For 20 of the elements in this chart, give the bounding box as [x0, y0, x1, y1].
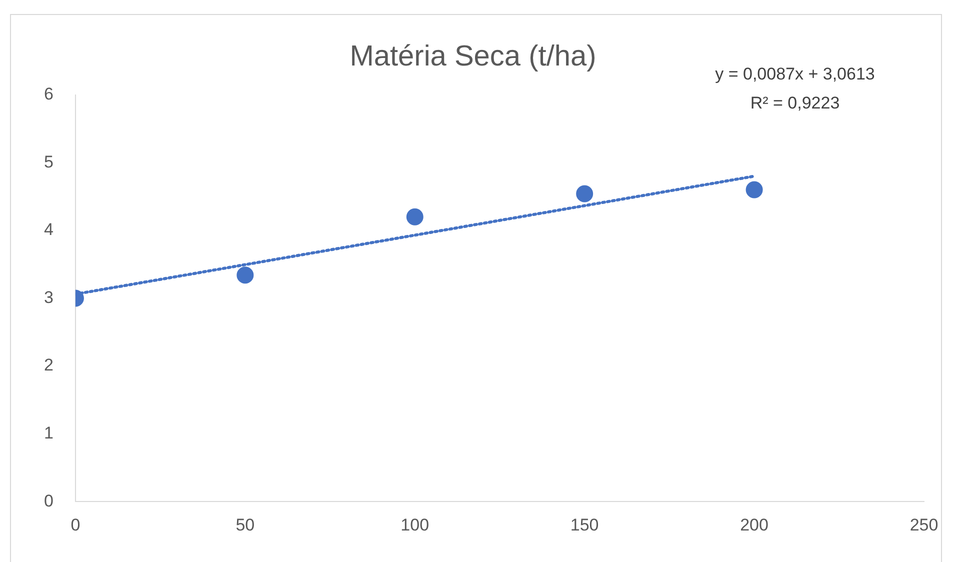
point — [236, 266, 254, 284]
y-tick-label: 1 — [44, 423, 54, 442]
x-tick-label: 100 — [400, 515, 430, 534]
y-tick-label: 4 — [44, 220, 54, 240]
y-tick-label: 3 — [44, 288, 54, 307]
annotation: R² = 0,9223 — [750, 94, 840, 113]
point — [576, 185, 594, 202]
x-tick-label: 200 — [740, 515, 768, 534]
y-tick-label: 6 — [44, 84, 54, 104]
chart-title: Matéria Seca (t/ha) — [350, 40, 596, 72]
x-tick-label: 150 — [570, 515, 599, 534]
y-tick-label: 2 — [44, 356, 54, 375]
x-tick-label: 250 — [910, 515, 938, 534]
x-tick-label: 50 — [236, 515, 255, 534]
y-tick-label: 0 — [44, 491, 54, 510]
x-tick-label: 0 — [70, 515, 80, 534]
point — [746, 181, 763, 198]
text: y = 0,0087x + 3,0613 — [715, 64, 875, 84]
y-tick-label: 5 — [44, 152, 54, 172]
point — [406, 208, 424, 226]
